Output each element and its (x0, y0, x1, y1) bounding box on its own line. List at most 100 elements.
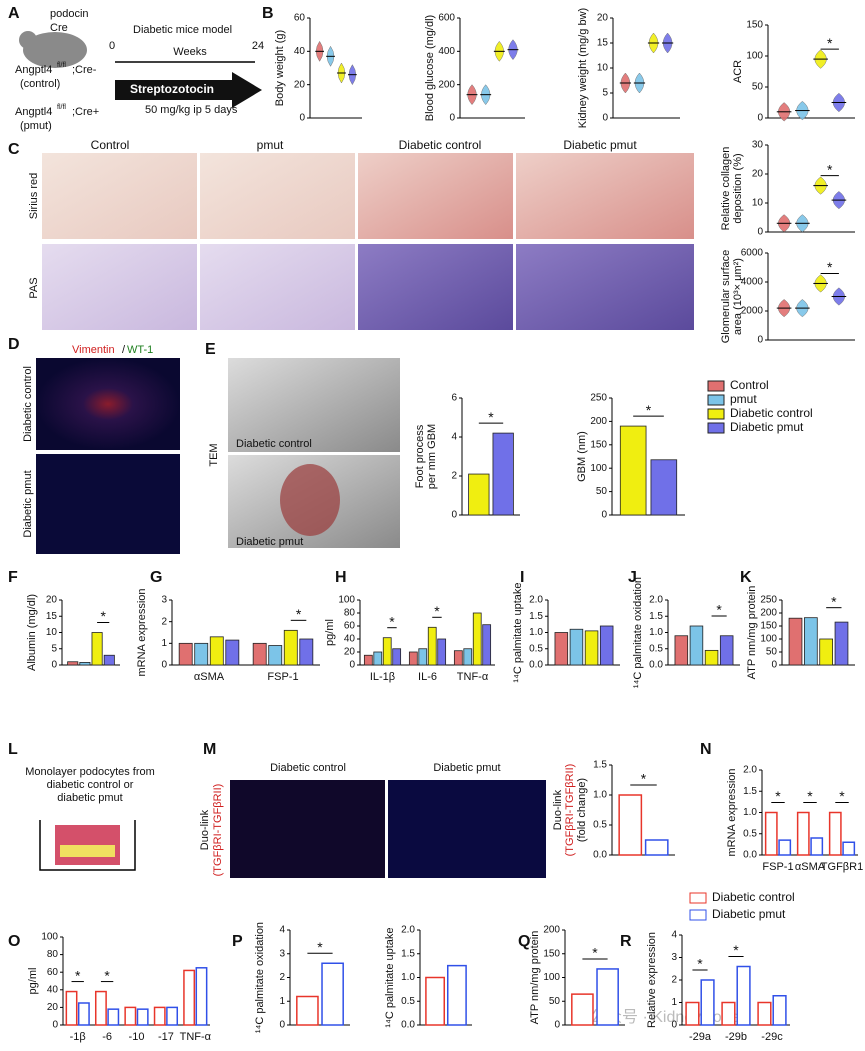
fluorescence-image (230, 780, 385, 878)
panel-letter: R (620, 933, 632, 950)
y-tick-label: 2 (279, 972, 285, 983)
x-tick-label: -6 (102, 1031, 112, 1043)
y-tick-label: 0 (299, 113, 305, 124)
y-tick-label: 100 (590, 463, 607, 474)
y-tick-label: 0 (51, 660, 57, 671)
y-tick-label: 0.5 (649, 643, 663, 654)
bar (736, 965, 751, 1026)
label: podocin (50, 8, 89, 20)
significance: * (641, 771, 647, 787)
column-label: Diabetic control (270, 762, 346, 774)
bar (468, 473, 490, 516)
x-tick-label: -10 (129, 1031, 145, 1043)
panel-letter: B (262, 5, 274, 22)
y-tick-label: 200 (438, 79, 455, 90)
y-tick-label: 20 (752, 169, 764, 180)
legend-swatch (707, 422, 725, 434)
panel-letter: H (335, 569, 347, 586)
label: 24 (252, 40, 264, 52)
image-label: Diabetic pmut (236, 536, 303, 548)
bar (446, 964, 467, 1026)
y-tick-label: 100 (543, 972, 560, 983)
y-tick-label: 1.5 (593, 760, 607, 771)
panel-letter: G (150, 569, 162, 586)
y-tick-label: 1.0 (529, 627, 543, 638)
y-tick-label: 0.0 (401, 1020, 415, 1031)
bar (721, 1001, 736, 1026)
y-tick-label: 3 (279, 948, 285, 959)
row-label: Duo-link (199, 809, 211, 850)
y-tick-label: 1 (671, 997, 677, 1008)
mouse-icon (23, 32, 87, 68)
mouse-icon (19, 31, 37, 49)
column-label: pmut (257, 138, 284, 152)
bar (209, 636, 224, 666)
micrograph (516, 244, 694, 330)
legend-label: Diabetic pmut (712, 907, 786, 921)
y-tick-label: 1.0 (649, 627, 663, 638)
x-tick-label: -29b (725, 1031, 747, 1043)
bar (296, 995, 319, 1026)
bar (788, 617, 803, 666)
y-tick-label: 5 (602, 88, 608, 99)
bar (828, 811, 842, 856)
y-tick-label: 0 (671, 1020, 677, 1031)
y-axis-label: pg/ml (27, 968, 39, 995)
y-tick-label: 2.0 (743, 765, 757, 776)
x-tick-label: FSP-1 (267, 671, 298, 683)
bar (482, 624, 492, 666)
image-layout (19, 31, 694, 878)
y-tick-label: 100 (746, 51, 763, 62)
y-tick-label: 0.5 (743, 828, 757, 839)
bar (418, 648, 428, 666)
legend-swatch (707, 380, 725, 392)
bar (94, 990, 107, 1026)
bar (463, 648, 473, 666)
label: fl/fl (57, 104, 66, 111)
method-label: TEM (208, 443, 220, 466)
legend-label: Diabetic pmut (730, 420, 804, 434)
y-tick-label: 0 (554, 1020, 560, 1031)
y-tick-label: 200 (760, 608, 777, 619)
y-tick-label: 60 (47, 967, 59, 978)
y-axis-label: Blood glucose (mg/dl) (424, 15, 436, 121)
y-tick-label: 0.0 (649, 660, 663, 671)
bar (618, 794, 643, 856)
y-axis-label: Relative collagen (720, 147, 732, 231)
y-tick-label: 3 (161, 595, 167, 606)
y-axis-label: ACR (732, 60, 744, 83)
legend-label: Diabetic control (712, 890, 795, 904)
y-tick-label: 60 (294, 13, 306, 24)
y-tick-label: 50 (596, 486, 608, 497)
y-tick-label: 4 (279, 925, 285, 936)
micrograph (516, 153, 694, 239)
significance: * (592, 945, 598, 961)
arrow (115, 72, 262, 108)
y-tick-label: 1.5 (529, 611, 543, 622)
y-axis-label: mRNA expression (136, 588, 148, 676)
label: 50 mg/kg ip 5 days (145, 104, 238, 116)
y-tick-label: 0 (161, 660, 167, 671)
bar (77, 1002, 90, 1026)
micrograph (42, 153, 197, 239)
bar (373, 651, 383, 666)
bar (819, 638, 834, 666)
y-axis-label: Duo-link (552, 789, 564, 830)
bar (166, 1006, 179, 1026)
row-label: (TGFβRI-TGFβRII) (212, 784, 224, 877)
significance: * (831, 593, 837, 609)
bar (153, 1006, 166, 1026)
x-tick-label: -29a (689, 1031, 712, 1043)
bar (437, 638, 447, 666)
y-tick-label: 80 (47, 949, 59, 960)
micrograph (42, 244, 197, 330)
bar (299, 638, 314, 666)
bar (195, 967, 208, 1026)
bar (268, 645, 283, 666)
bar (79, 662, 91, 666)
y-tick-label: 250 (590, 393, 607, 404)
y-tick-label: 0.5 (529, 643, 543, 654)
bar (772, 995, 787, 1026)
x-tick-label: TNF-α (180, 1031, 212, 1043)
